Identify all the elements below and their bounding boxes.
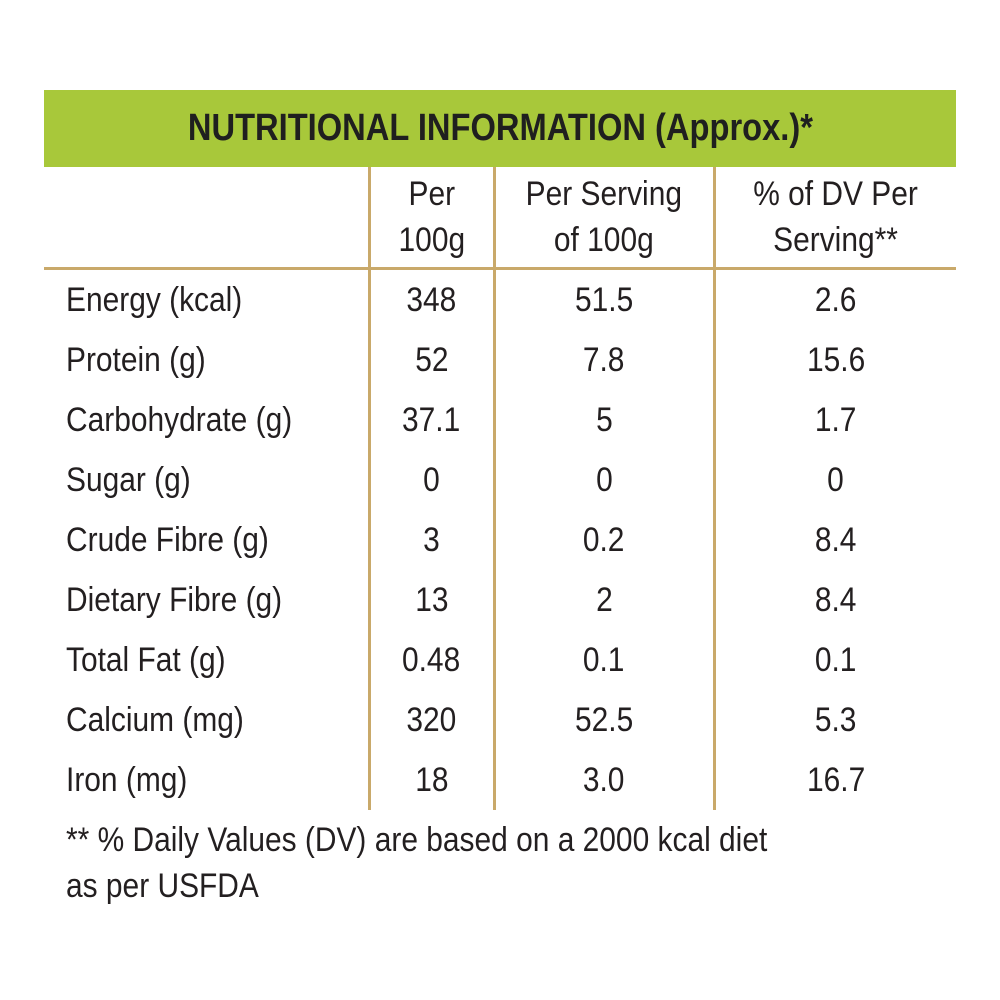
value-per-serving: 3.0 xyxy=(492,750,714,810)
value-dv: 0.1 xyxy=(712,630,956,690)
value-per-100g: 37.1 xyxy=(367,390,494,450)
nutrient-name: Calcium (mg) xyxy=(66,701,244,739)
value-dv: 8.4 xyxy=(712,570,956,630)
footnote-line-1: ** % Daily Values (DV) are based on a 20… xyxy=(66,821,768,859)
value-per-serving: 2 xyxy=(492,570,714,630)
value-dv: 15.6 xyxy=(712,330,956,390)
value-dv: 16.7 xyxy=(712,750,956,810)
table-row: Dietary Fibre (g) 13 2 8.4 xyxy=(44,570,956,630)
header-row: Per 100g Per Serving of 100g % of DV Per… xyxy=(44,167,956,270)
header-nutrient xyxy=(44,167,369,270)
footnote: ** % Daily Values (DV) are based on a 20… xyxy=(66,817,946,909)
value-per-100g: 3 xyxy=(367,510,494,570)
panel-title: NUTRITIONAL INFORMATION (Approx.)* xyxy=(187,107,813,149)
table-row: Energy (kcal) 348 51.5 2.6 xyxy=(44,268,956,330)
value-per-serving: 0.1 xyxy=(492,630,714,690)
value-per-serving: 0 xyxy=(492,450,714,510)
nutrient-name: Carbohydrate (g) xyxy=(66,401,293,439)
nutrient-name: Energy (kcal) xyxy=(66,281,243,319)
value-per-serving: 52.5 xyxy=(492,690,714,750)
nutrient-name: Crude Fibre (g) xyxy=(66,521,269,559)
table-row: Calcium (mg) 320 52.5 5.3 xyxy=(44,690,956,750)
value-per-100g: 348 xyxy=(367,268,494,330)
value-dv: 0 xyxy=(712,450,956,510)
value-per-100g: 0.48 xyxy=(367,630,494,690)
table-row: Iron (mg) 18 3.0 16.7 xyxy=(44,750,956,810)
table-row: Crude Fibre (g) 3 0.2 8.4 xyxy=(44,510,956,570)
value-per-100g: 18 xyxy=(367,750,494,810)
value-dv: 1.7 xyxy=(712,390,956,450)
value-per-serving: 7.8 xyxy=(492,330,714,390)
value-per-serving: 5 xyxy=(492,390,714,450)
value-per-100g: 320 xyxy=(367,690,494,750)
footnote-line-2: as per USFDA xyxy=(66,867,259,905)
value-dv: 2.6 xyxy=(712,268,956,330)
nutrient-name: Sugar (g) xyxy=(66,461,191,499)
title-bar: NUTRITIONAL INFORMATION (Approx.)* xyxy=(44,90,956,167)
table-row: Sugar (g) 0 0 0 xyxy=(44,450,956,510)
header-per-100g: Per 100g xyxy=(367,167,494,270)
value-per-100g: 52 xyxy=(367,330,494,390)
header-dv-per-serving: % of DV Per Serving** xyxy=(712,167,956,270)
nutrient-name: Total Fat (g) xyxy=(66,641,226,679)
header-per-serving: Per Serving of 100g xyxy=(492,167,714,270)
value-per-100g: 0 xyxy=(367,450,494,510)
table-row: Total Fat (g) 0.48 0.1 0.1 xyxy=(44,630,956,690)
nutrition-table: Per 100g Per Serving of 100g % of DV Per… xyxy=(44,167,956,810)
nutrient-name: Iron (mg) xyxy=(66,761,188,799)
value-per-serving: 0.2 xyxy=(492,510,714,570)
value-dv: 5.3 xyxy=(712,690,956,750)
table-row: Carbohydrate (g) 37.1 5 1.7 xyxy=(44,390,956,450)
value-per-serving: 51.5 xyxy=(492,268,714,330)
value-dv: 8.4 xyxy=(712,510,956,570)
nutrition-panel: NUTRITIONAL INFORMATION (Approx.)* Per 1… xyxy=(44,90,956,810)
value-per-100g: 13 xyxy=(367,570,494,630)
nutrient-name: Protein (g) xyxy=(66,341,206,379)
nutrient-name: Dietary Fibre (g) xyxy=(66,581,283,619)
table-row: Protein (g) 52 7.8 15.6 xyxy=(44,330,956,390)
